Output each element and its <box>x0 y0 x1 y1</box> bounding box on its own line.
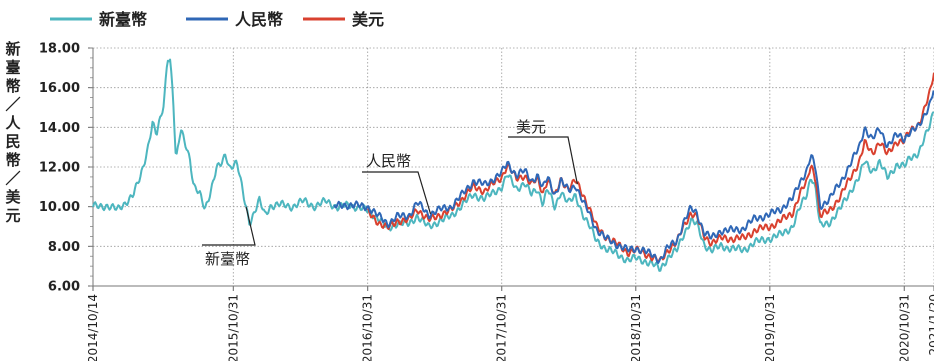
x-tick-label: 2019/10/31 <box>763 294 777 361</box>
x-tick-label: 2020/10/31 <box>897 294 911 361</box>
x-tick-label: 2018/10/31 <box>629 294 643 361</box>
annotation-label: 美元 <box>516 118 546 136</box>
legend-label: 新臺幣 <box>99 10 147 29</box>
annotation-leader <box>508 136 578 185</box>
y-tick-label: 14.00 <box>39 121 80 136</box>
y-axis-label: 新臺幣／人民幣／美元 <box>5 40 21 225</box>
x-tick-label: 2017/10/31 <box>495 294 509 361</box>
y-tick-label: 6.00 <box>48 280 80 295</box>
y-tick-label: 10.00 <box>39 200 80 215</box>
legend-label: 美元 <box>352 10 384 29</box>
x-tick-label: 2014/10/14 <box>86 294 100 361</box>
y-tick-label: 16.00 <box>39 81 80 96</box>
y-axis-ticks: 18.00 16.00 14.00 12.00 10.00 8.00 6.00 <box>39 42 93 295</box>
series-line <box>333 90 934 264</box>
x-tick-label: 2016/10/31 <box>361 294 375 361</box>
series-annotations: 新臺幣 人民幣 美元 <box>202 118 578 268</box>
annotation-label: 新臺幣 <box>205 250 250 268</box>
y-tick-label: 18.00 <box>39 42 80 57</box>
x-tick-label: 2015/10/31 <box>226 294 240 361</box>
series-line <box>366 72 934 263</box>
y-tick-label: 12.00 <box>39 161 80 176</box>
legend-label: 人民幣 <box>235 10 283 29</box>
x-tick-label: 2021/1/20 <box>927 294 934 356</box>
annotation-leader <box>202 206 256 246</box>
annotation-leader <box>362 171 432 214</box>
x-axis-ticks: 2014/10/14 2015/10/31 2016/10/31 2017/10/31… <box>86 286 934 361</box>
series-lines <box>92 58 934 272</box>
y-tick-label: 8.00 <box>48 240 80 255</box>
legend: 新臺幣 人民幣 美元 <box>50 10 384 29</box>
axes <box>92 48 934 287</box>
annotation-label: 人民幣 <box>366 152 411 170</box>
series-line <box>92 58 934 272</box>
